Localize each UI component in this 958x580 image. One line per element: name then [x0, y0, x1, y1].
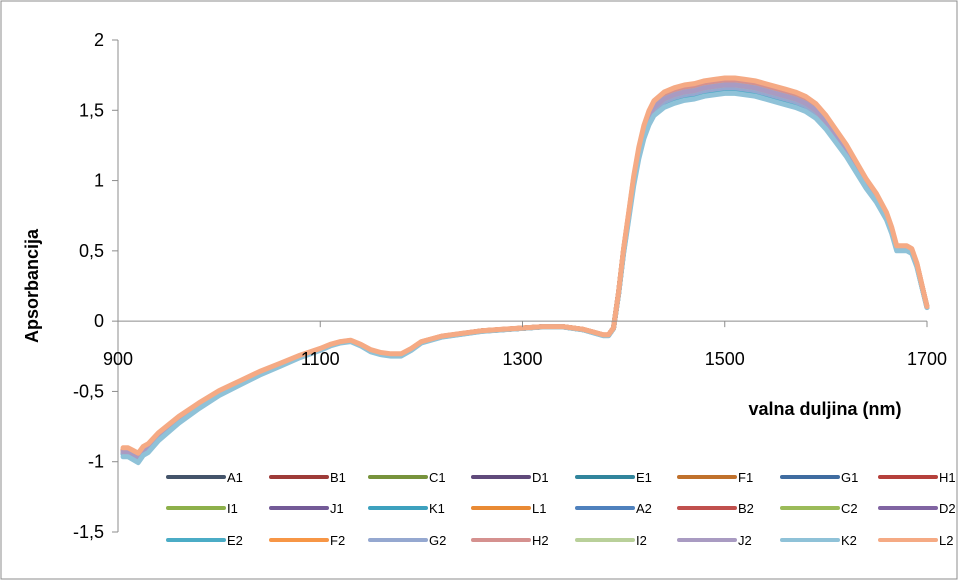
- legend-item-d1: D1: [471, 470, 549, 485]
- tick-labels: 2 1,5 1 0,5 0 -0,5 -1 -1,5 900 1100 1300 1500 1700: [73, 30, 947, 542]
- legend-label: L1: [532, 501, 546, 516]
- x-tick-label: 1700: [907, 349, 947, 369]
- legend-label: G2: [429, 533, 446, 548]
- legend-item-h2: H2: [471, 533, 549, 548]
- legend-item-e2: E2: [166, 533, 243, 548]
- legend-item-i1: I1: [166, 501, 238, 516]
- y-tick-label: 1: [94, 171, 104, 191]
- legend-item-j2: J2: [677, 533, 752, 548]
- series-line-l2: [120, 75, 930, 456]
- legend-label: K2: [841, 533, 857, 548]
- legend: A1 B1 C1 D1 E1 F1 G1 H1 I1 J1 K1 L1 A2 B2 C2 D2 E2 F2 G2 H2…: [166, 470, 956, 548]
- legend-item-c2: C2: [780, 501, 858, 516]
- legend-item-d2: D2: [878, 501, 956, 516]
- legend-item-l1: L1: [471, 501, 546, 516]
- legend-label: I2: [636, 533, 647, 548]
- legend-label: L2: [939, 533, 953, 548]
- legend-label: B2: [738, 501, 754, 516]
- legend-label: J1: [330, 501, 344, 516]
- x-tick-label: 1500: [705, 349, 745, 369]
- legend-item-b2: B2: [677, 501, 754, 516]
- y-tick-label: 1,5: [79, 100, 104, 120]
- legend-item-a1: A1: [166, 470, 243, 485]
- legend-label: F1: [738, 470, 753, 485]
- legend-label: A1: [227, 470, 243, 485]
- legend-item-g2: G2: [368, 533, 446, 548]
- y-tick-label: 0,5: [79, 241, 104, 261]
- legend-item-l2: L2: [878, 533, 953, 548]
- legend-item-h1: H1: [878, 470, 956, 485]
- y-tick-label: 2: [94, 30, 104, 50]
- legend-item-j1: J1: [269, 501, 344, 516]
- legend-label: J2: [738, 533, 752, 548]
- y-tick-label: -1,5: [73, 522, 104, 542]
- legend-label: H2: [532, 533, 549, 548]
- legend-label: D2: [939, 501, 956, 516]
- y-tick-label: -1: [88, 452, 104, 472]
- legend-label: I1: [227, 501, 238, 516]
- x-axis-title: valna duljina (nm): [748, 399, 901, 419]
- legend-item-b1: B1: [269, 470, 346, 485]
- legend-label: C2: [841, 501, 858, 516]
- legend-label: H1: [939, 470, 956, 485]
- y-axis-title: Apsorbancija: [22, 228, 42, 343]
- y-tick-label: -0,5: [73, 381, 104, 401]
- legend-label: G1: [841, 470, 858, 485]
- legend-item-f1: F1: [677, 470, 753, 485]
- legend-label: D1: [532, 470, 549, 485]
- x-tick-label: 1100: [301, 349, 340, 369]
- legend-label: C1: [429, 470, 446, 485]
- legend-item-i2: I2: [575, 533, 647, 548]
- x-tick-label: 1300: [502, 349, 542, 369]
- x-tick-label: 900: [103, 349, 133, 369]
- legend-label: F2: [330, 533, 345, 548]
- legend-label: E1: [636, 470, 652, 485]
- legend-label: B1: [330, 470, 346, 485]
- legend-item-a2: A2: [575, 501, 652, 516]
- legend-label: K1: [429, 501, 445, 516]
- legend-label: E2: [227, 533, 243, 548]
- legend-item-g1: G1: [780, 470, 858, 485]
- legend-item-k2: K2: [780, 533, 857, 548]
- legend-label: A2: [636, 501, 652, 516]
- series-layer: [120, 75, 930, 466]
- legend-item-c1: C1: [368, 470, 446, 485]
- legend-item-f2: F2: [269, 533, 345, 548]
- legend-item-e1: E1: [575, 470, 652, 485]
- y-tick-label: 0: [94, 311, 104, 331]
- legend-item-k1: K1: [368, 501, 445, 516]
